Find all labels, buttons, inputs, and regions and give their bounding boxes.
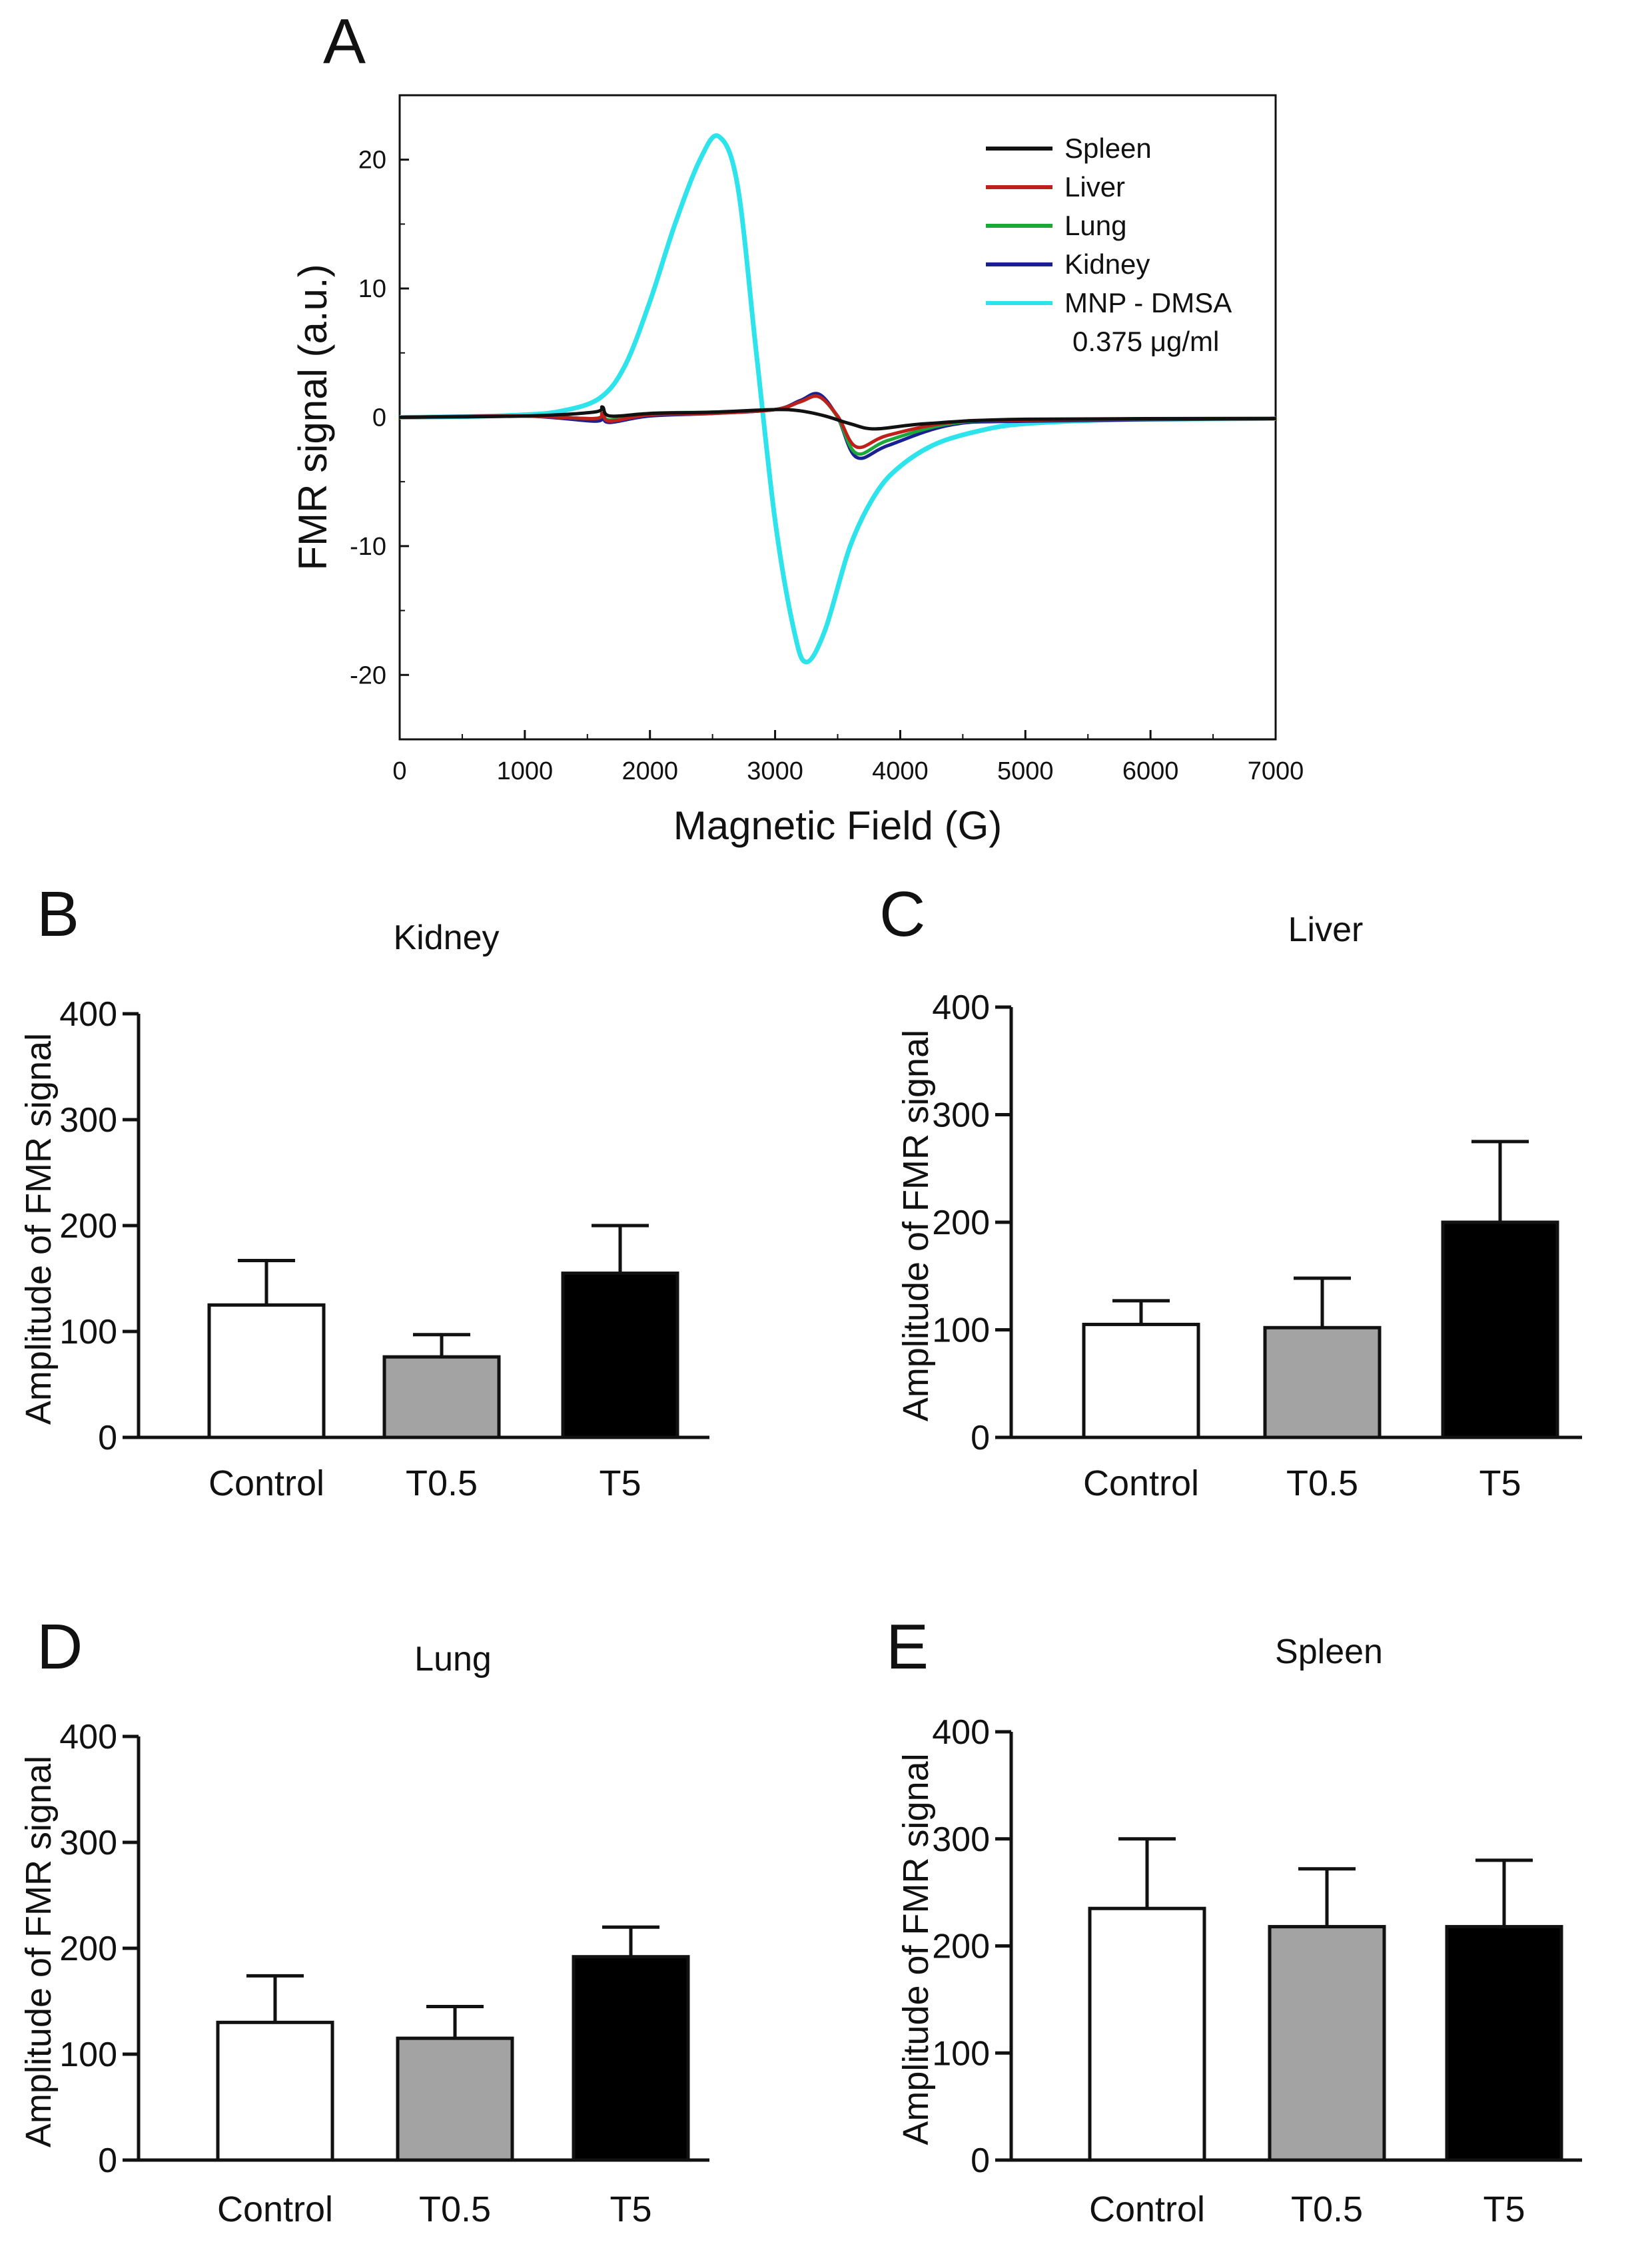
legend-note: 0.375 μg/ml bbox=[1072, 326, 1219, 357]
bar-control bbox=[1082, 1322, 1200, 1439]
category-label: T5 bbox=[610, 2189, 651, 2229]
x-axis-label: Magnetic Field (G) bbox=[673, 803, 1002, 848]
legend-label: Liver bbox=[1064, 171, 1125, 202]
bar-control bbox=[216, 2020, 334, 2162]
bar-t5 bbox=[1441, 1220, 1559, 1439]
panel-a: A 0 1000 2000 3000 4000 5000 6000 7000 20 10 0 -10 -2… bbox=[290, 6, 1304, 848]
y-tick-label: 400 bbox=[932, 1713, 990, 1752]
series-line-mnp-dmsa bbox=[399, 133, 1276, 665]
y-tick-label: 0 bbox=[971, 1419, 990, 1457]
y-axis-label: Amplitude of FMR signal bbox=[896, 1030, 936, 1421]
category-label: T5 bbox=[1483, 2189, 1525, 2229]
panel-letter: C bbox=[879, 879, 925, 950]
bar-t5 bbox=[572, 1955, 690, 2162]
panel-title: Spleen bbox=[1275, 1633, 1383, 1671]
y-tick-label: 200 bbox=[932, 1928, 990, 1966]
category-label: Control bbox=[1083, 1463, 1199, 1503]
y-tick-label: 300 bbox=[932, 1820, 990, 1859]
y-axis-label: Amplitude of FMR signal bbox=[19, 1756, 59, 2147]
y-tick-label: 200 bbox=[932, 1204, 990, 1242]
category-label: Control bbox=[1089, 2189, 1205, 2229]
y-tick-label: 0 bbox=[971, 2141, 990, 2180]
x-tick-label: 6000 bbox=[1122, 757, 1179, 785]
panel-title: Lung bbox=[414, 1640, 492, 1679]
bar-t0-5 bbox=[1268, 1925, 1386, 2162]
series-line-spleen bbox=[399, 405, 1276, 431]
series-line-lung bbox=[399, 394, 1276, 456]
y-tick-label: -20 bbox=[350, 661, 386, 689]
category-label: Control bbox=[217, 2189, 333, 2229]
bar-control bbox=[207, 1303, 326, 1439]
y-tick-label: 10 bbox=[358, 275, 386, 303]
y-axis-label: Amplitude of FMR signal bbox=[19, 1033, 59, 1425]
legend-label: MNP - DMSA bbox=[1064, 287, 1232, 318]
panel-title: Liver bbox=[1288, 911, 1364, 949]
y-tick-label: 100 bbox=[932, 2034, 990, 2073]
bar-t5 bbox=[1445, 1925, 1563, 2162]
y-tick-label: 300 bbox=[59, 1824, 117, 1862]
x-tick-label: 1000 bbox=[497, 757, 554, 785]
panel-title: Kidney bbox=[394, 919, 500, 957]
y-tick-label: 100 bbox=[59, 1313, 117, 1351]
y-tick-label: 100 bbox=[59, 2036, 117, 2074]
y-tick-label: 0 bbox=[372, 404, 386, 432]
x-tick-label: 4000 bbox=[872, 757, 929, 785]
bar-t5 bbox=[561, 1272, 679, 1439]
legend-label: Spleen bbox=[1064, 133, 1152, 164]
panel-letter: E bbox=[886, 1611, 929, 1683]
legend-label: Lung bbox=[1064, 210, 1126, 241]
y-axis-label: FMR signal (a.u.) bbox=[290, 264, 335, 570]
panel-letter: B bbox=[37, 879, 79, 950]
y-tick-label: -10 bbox=[350, 533, 386, 561]
panel-letter: A bbox=[323, 6, 366, 77]
y-tick-label: 400 bbox=[932, 988, 990, 1027]
x-tick-label: 3000 bbox=[747, 757, 803, 785]
y-tick-label: 200 bbox=[59, 1207, 117, 1246]
series-line-liver bbox=[399, 394, 1276, 450]
y-tick-label: 400 bbox=[59, 1718, 117, 1756]
y-tick-label: 300 bbox=[932, 1096, 990, 1135]
category-label: T5 bbox=[1479, 1463, 1521, 1503]
category-label: T5 bbox=[599, 1463, 641, 1503]
y-tick-label: 0 bbox=[98, 2141, 117, 2180]
bar-t0-5 bbox=[1263, 1325, 1382, 1439]
y-tick-label: 300 bbox=[59, 1101, 117, 1140]
category-label: T0.5 bbox=[406, 1463, 478, 1503]
category-label: T0.5 bbox=[1286, 1463, 1358, 1503]
bar-t0-5 bbox=[382, 1355, 501, 1439]
series-line-kidney bbox=[399, 392, 1276, 460]
x-tick-label: 0 bbox=[392, 757, 406, 785]
category-label: T0.5 bbox=[1291, 2189, 1363, 2229]
y-tick-label: 400 bbox=[59, 995, 117, 1034]
legend-label: Kidney bbox=[1064, 248, 1150, 280]
y-tick-label: 20 bbox=[358, 147, 386, 175]
y-tick-label: 100 bbox=[932, 1311, 990, 1350]
y-axis-label: Amplitude of FMR signal bbox=[896, 1753, 936, 2145]
x-tick-label: 7000 bbox=[1248, 757, 1304, 785]
category-label: T0.5 bbox=[419, 2189, 491, 2229]
x-tick-label: 2000 bbox=[621, 757, 678, 785]
bar-t0-5 bbox=[396, 2036, 514, 2162]
panel-letter: D bbox=[37, 1611, 83, 1683]
bar-control bbox=[1088, 1906, 1206, 2162]
y-tick-label: 0 bbox=[98, 1419, 117, 1457]
x-tick-label: 5000 bbox=[997, 757, 1054, 785]
category-label: Control bbox=[208, 1463, 324, 1503]
y-tick-label: 200 bbox=[59, 1930, 117, 1968]
